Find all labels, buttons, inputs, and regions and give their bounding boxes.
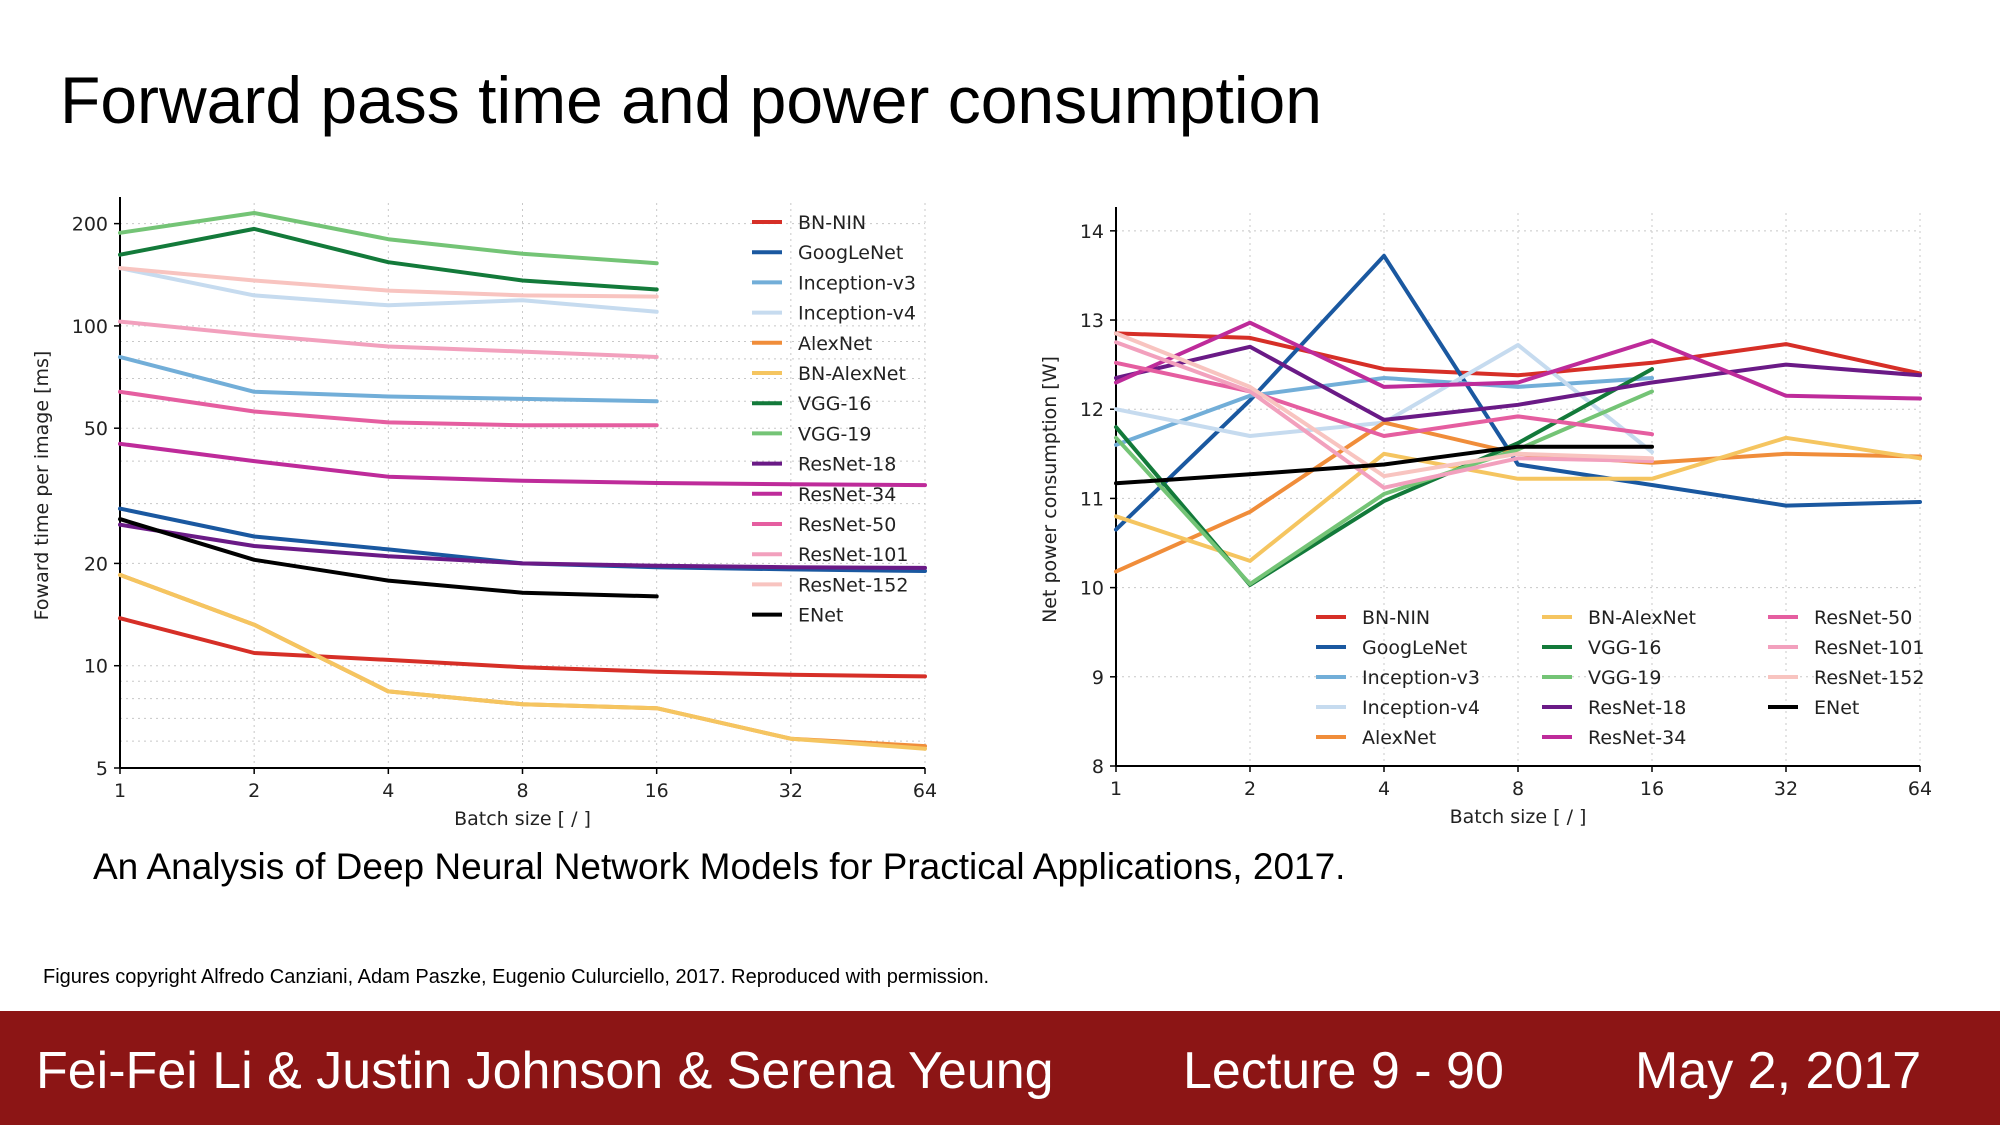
series-line-enet: [118, 517, 659, 599]
legend: BN-NIN GoogLeNet Inception-v3 Inception-v4 A…: [752, 212, 916, 627]
series-line-inception-v3: [118, 355, 659, 404]
legend-label-resnet-34: ResNet-34: [1588, 727, 1686, 749]
x-tick-label: 32: [1774, 778, 1798, 800]
legend-label-resnet-18: ResNet-18: [798, 454, 896, 476]
legend-label-alexnet: AlexNet: [798, 333, 872, 355]
power-consumption-chart: 1 2 4 8 16 32 64 8 9 10 11 12 13 14 Batch size [ / ] Ne…: [1000, 185, 2000, 845]
series-line-resnet-18: [118, 522, 927, 570]
series-line-googlenet: [1114, 253, 1922, 532]
legend-label-resnet-101: ResNet-101: [1814, 637, 1924, 659]
paper-citation: An Analysis of Deep Neural Network Model…: [93, 846, 1346, 887]
legend-label-resnet-18: ResNet-18: [1588, 697, 1686, 719]
series-line-resnet-34: [1114, 320, 1922, 401]
legend: BN-NIN GoogLeNet Inception-v3 Inception-v4 A…: [1316, 607, 1924, 749]
series-line-resnet-101: [1114, 340, 1654, 490]
series-line-enet: [1114, 444, 1654, 486]
series-line-resnet-50: [1114, 360, 1654, 438]
series-line-bn-nin: [118, 616, 927, 679]
legend-label-inception-v4: Inception-v4: [798, 303, 916, 325]
x-tick-label: 2: [248, 780, 260, 802]
series-line-vgg-16: [1114, 367, 1654, 587]
x-tick-label: 8: [516, 780, 528, 802]
legend-label-resnet-152: ResNet-152: [1814, 667, 1924, 689]
x-axis-label: Batch size [ / ]: [1450, 806, 1587, 828]
y-axis-label: Net power consumption [W]: [1039, 356, 1061, 623]
series-line-resnet-50: [118, 389, 659, 428]
y-tick-label: 14: [1080, 221, 1104, 243]
x-axis-label: Batch size [ / ]: [454, 808, 591, 830]
y-tick-label: 10: [1080, 578, 1104, 600]
legend-label-alexnet: AlexNet: [1362, 727, 1436, 749]
legend-label-resnet-152: ResNet-152: [798, 574, 908, 596]
footer-lecture-number: Lecture 9 - 90: [1183, 1042, 1504, 1100]
legend-label-vgg-16: VGG-16: [798, 393, 871, 415]
series-line-bn-alexnet: [118, 572, 927, 751]
legend-label-bn-alexnet: BN-AlexNet: [798, 363, 906, 385]
legend-label-bn-nin: BN-NIN: [798, 212, 866, 234]
series-line-vgg-16: [118, 226, 659, 292]
legend-label-inception-v3: Inception-v3: [798, 272, 916, 294]
series-line-vgg-19: [1114, 389, 1654, 586]
legend-label-vgg-19: VGG-19: [1588, 667, 1661, 689]
legend-label-vgg-16: VGG-16: [1588, 637, 1661, 659]
series-lines: [1114, 253, 1922, 587]
legend-label-resnet-50: ResNet-50: [1814, 607, 1912, 629]
y-tick-label: 10: [84, 656, 108, 678]
x-tick-label: 1: [114, 780, 126, 802]
series-line-resnet-18: [1114, 344, 1922, 422]
y-tick-label: 11: [1080, 488, 1104, 510]
legend-label-bn-alexnet: BN-AlexNet: [1588, 607, 1696, 629]
y-tick-label: 20: [84, 553, 108, 575]
slide-title: Forward pass time and power consumption: [60, 63, 1322, 137]
y-tick-label: 200: [72, 214, 108, 236]
legend-label-googlenet: GoogLeNet: [798, 242, 903, 264]
legend-label-inception-v3: Inception-v3: [1362, 667, 1480, 689]
x-tick-label: 2: [1244, 778, 1256, 800]
y-axis-label: Foward time per image [ms]: [31, 351, 53, 621]
grid-lines: [1115, 213, 1921, 767]
legend-label-vgg-19: VGG-19: [798, 423, 871, 445]
series-line-vgg-19: [118, 211, 659, 266]
y-tick-label: 8: [1092, 756, 1104, 778]
series-line-inception-v4: [118, 266, 659, 314]
y-tick-label: 12: [1080, 399, 1104, 421]
legend-label-enet: ENet: [798, 605, 843, 627]
x-tick-label: 16: [1640, 778, 1664, 800]
x-tick-label: 8: [1512, 778, 1524, 800]
y-tick-label: 5: [96, 758, 108, 780]
footer-bar: Fei-Fei Li & Justin Johnson & Serena Yeu…: [0, 1011, 2000, 1125]
x-tick-label: 4: [382, 780, 394, 802]
x-tick-label: 16: [645, 780, 669, 802]
footer-date: May 2, 2017: [1635, 1042, 1922, 1100]
forward-time-chart: 1 2 4 8 16 32 64 5 10 20 50 100 200 Batch size [ / ] F…: [0, 185, 1000, 845]
series-line-resnet-34: [118, 441, 927, 488]
series-line-bn-nin: [1114, 331, 1922, 378]
legend-label-resnet-50: ResNet-50: [798, 514, 896, 536]
series-lines: [118, 211, 927, 751]
footer-authors: Fei-Fei Li & Justin Johnson & Serena Yeu…: [36, 1042, 1054, 1100]
series-line-bn-alexnet: [1114, 435, 1922, 563]
series-line-resnet-152: [118, 266, 659, 299]
y-tick-label: 9: [1092, 667, 1104, 689]
legend-label-inception-v4: Inception-v4: [1362, 697, 1480, 719]
x-tick-label: 4: [1378, 778, 1390, 800]
x-tick-label: 1: [1110, 778, 1122, 800]
y-tick-label: 100: [72, 316, 108, 338]
x-tick-label: 64: [1908, 778, 1932, 800]
legend-label-resnet-34: ResNet-34: [798, 484, 896, 506]
y-tick-label: 50: [84, 418, 108, 440]
legend-label-resnet-101: ResNet-101: [798, 544, 908, 566]
copyright-notice: Figures copyright Alfredo Canziani, Adam…: [43, 966, 990, 988]
legend-label-googlenet: GoogLeNet: [1362, 637, 1467, 659]
legend-label-enet: ENet: [1814, 697, 1859, 719]
series-line-resnet-152: [1114, 331, 1654, 479]
x-tick-label: 32: [779, 780, 803, 802]
series-line-resnet-101: [118, 319, 659, 359]
legend-label-bn-nin: BN-NIN: [1362, 607, 1430, 629]
y-tick-label: 13: [1080, 310, 1104, 332]
x-tick-label: 64: [913, 780, 937, 802]
series-line-inception-v3: [1114, 376, 1654, 447]
